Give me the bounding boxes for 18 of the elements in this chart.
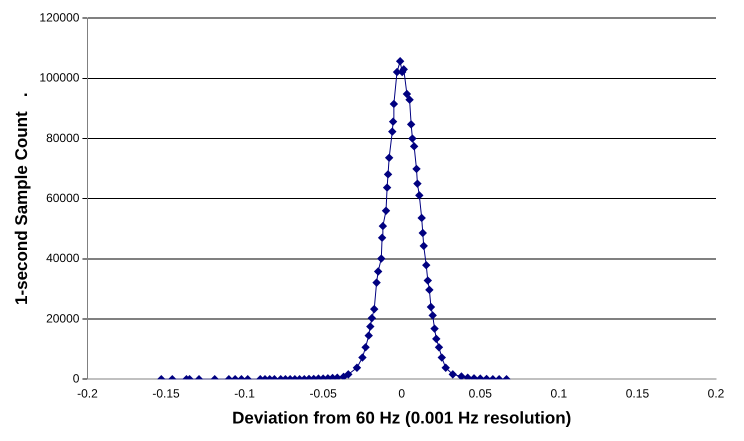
x-tick-label: -0.15 <box>152 386 180 401</box>
y-tick-label: 60000 <box>46 191 80 206</box>
x-axis-title: Deviation from 60 Hz (0.001 Hz resolution) <box>232 408 572 428</box>
y-tick-label: 120000 <box>39 10 80 25</box>
y-tick-label: 0 <box>72 372 80 386</box>
y-tick-label: 40000 <box>46 251 80 266</box>
x-tick-label: 0.2 <box>708 386 725 401</box>
x-tick-label: 0.1 <box>550 386 568 401</box>
x-tick-label: -0.1 <box>234 386 256 401</box>
y-tick-label: 20000 <box>46 311 80 326</box>
y-tick-label: 100000 <box>39 70 80 85</box>
x-tick-label: -0.05 <box>309 386 338 401</box>
y-tick-label: 80000 <box>46 130 80 145</box>
x-tick-label: 0.15 <box>626 386 650 401</box>
x-tick-label: 0 <box>398 386 406 401</box>
y-axis-title: 1-second Sample Count . <box>12 92 31 305</box>
x-tick-label: -0.2 <box>77 386 98 401</box>
x-tick-label: 0.05 <box>468 386 492 401</box>
